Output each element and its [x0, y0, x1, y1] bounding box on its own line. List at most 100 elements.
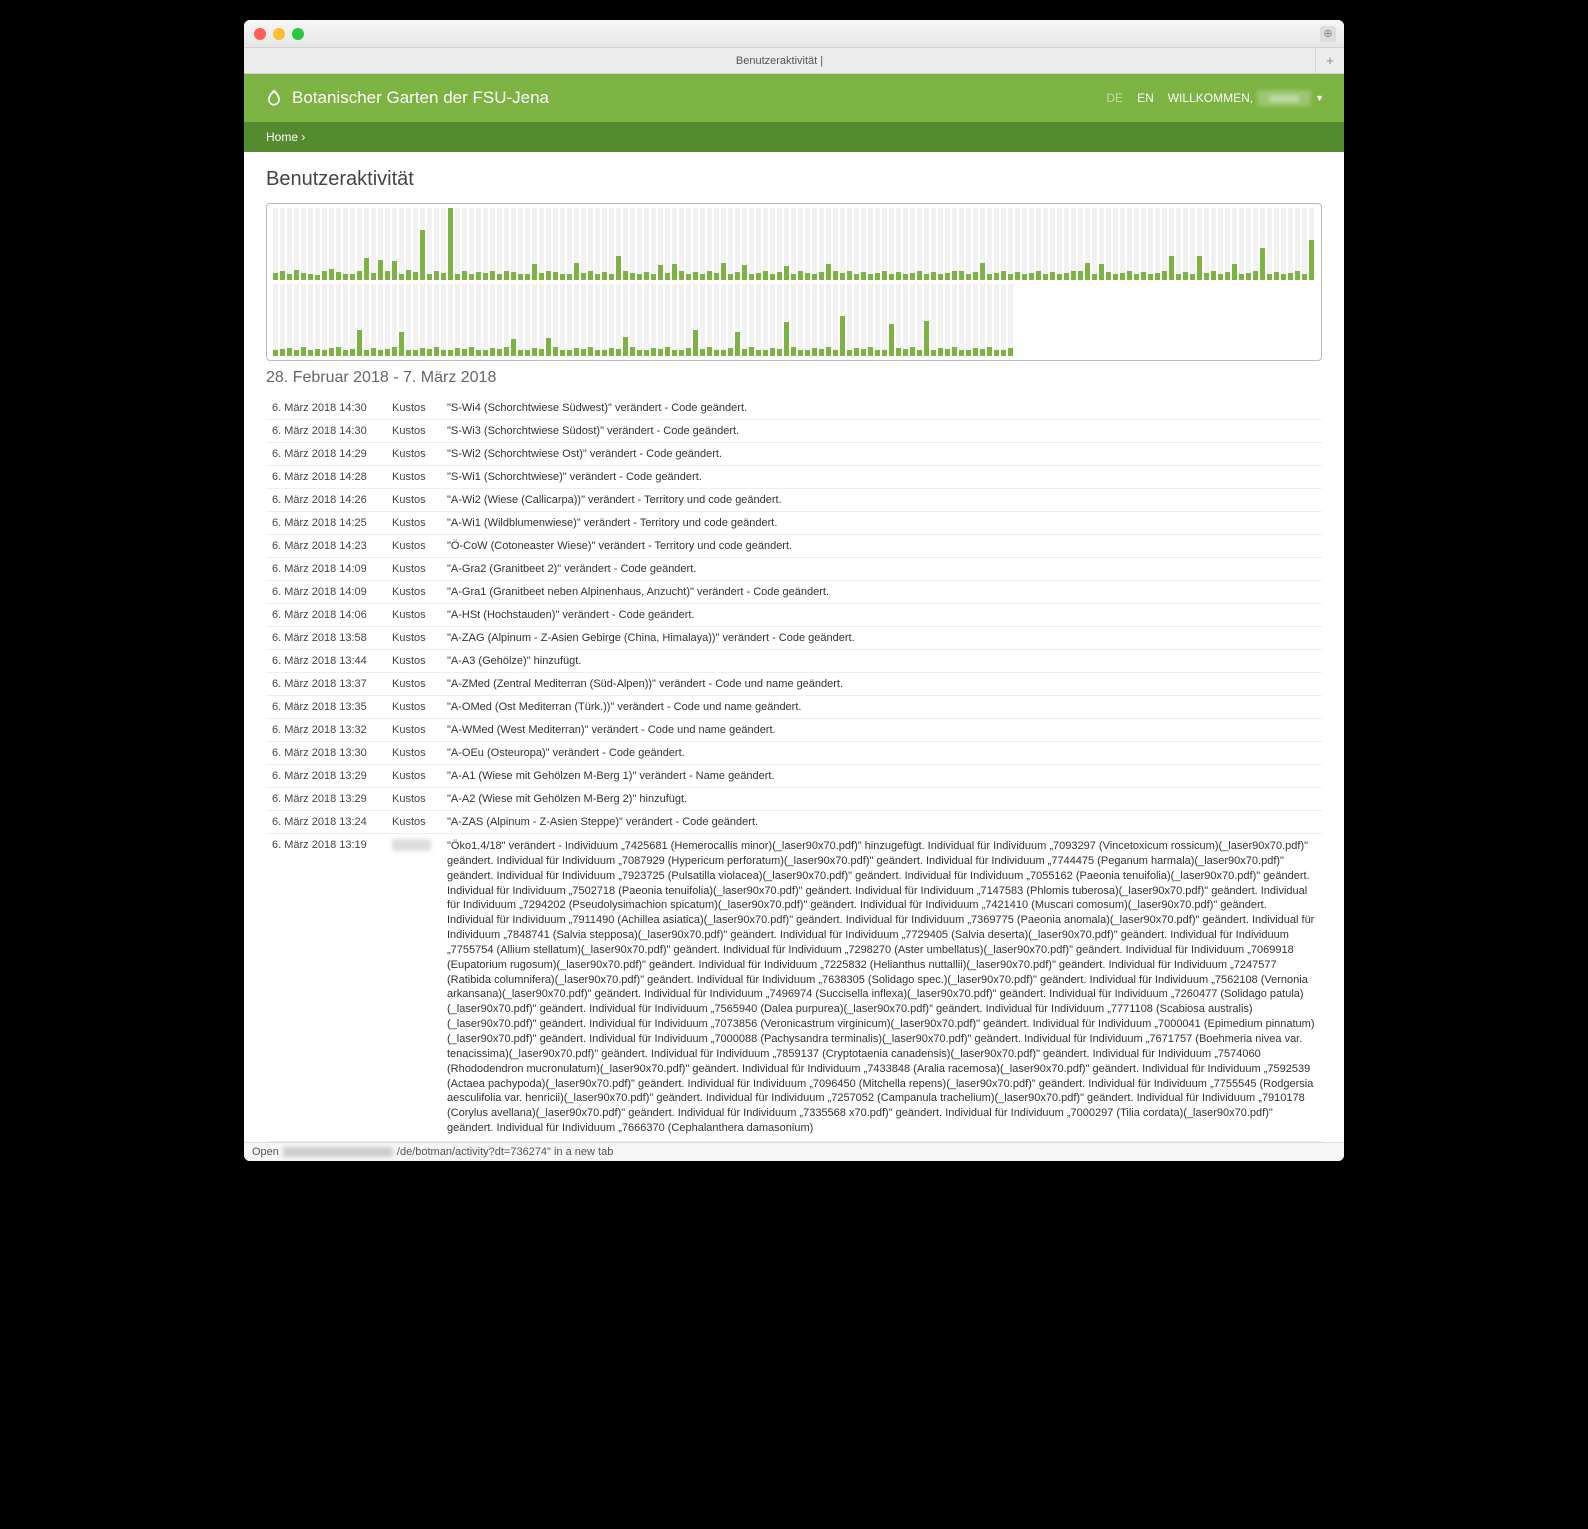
- chart-bar-slot[interactable]: [1015, 208, 1020, 280]
- chart-bar-slot[interactable]: [1099, 208, 1104, 280]
- chart-bar-slot[interactable]: [644, 284, 649, 356]
- chart-bar-slot[interactable]: [784, 284, 789, 356]
- chart-bar-slot[interactable]: [973, 284, 978, 356]
- chart-bar-slot[interactable]: [924, 284, 929, 356]
- chart-bar-slot[interactable]: [574, 284, 579, 356]
- chart-bar-slot[interactable]: [1225, 208, 1230, 280]
- chart-bar-slot[interactable]: [756, 208, 761, 280]
- chart-bar-slot[interactable]: [1232, 208, 1237, 280]
- chart-bar-slot[interactable]: [742, 284, 747, 356]
- chart-bar-slot[interactable]: [889, 208, 894, 280]
- chart-bar-slot[interactable]: [350, 208, 355, 280]
- chart-bar-slot[interactable]: [994, 208, 999, 280]
- chart-bar-slot[interactable]: [420, 208, 425, 280]
- chart-bar-slot[interactable]: [826, 284, 831, 356]
- chart-bar-slot[interactable]: [749, 284, 754, 356]
- chart-bar-slot[interactable]: [378, 284, 383, 356]
- chart-bar-slot[interactable]: [931, 208, 936, 280]
- chart-bar-slot[interactable]: [728, 284, 733, 356]
- chart-bar-slot[interactable]: [630, 208, 635, 280]
- chart-bar-slot[interactable]: [840, 208, 845, 280]
- chart-bar-slot[interactable]: [476, 208, 481, 280]
- chart-bar-slot[interactable]: [280, 208, 285, 280]
- chart-bar-slot[interactable]: [959, 284, 964, 356]
- chart-bar-slot[interactable]: [987, 208, 992, 280]
- chart-bar-slot[interactable]: [546, 284, 551, 356]
- chart-bar-slot[interactable]: [889, 284, 894, 356]
- chart-bar-slot[interactable]: [819, 284, 824, 356]
- chart-bar-slot[interactable]: [826, 208, 831, 280]
- lang-en-link[interactable]: EN: [1137, 91, 1154, 105]
- new-tab-button[interactable]: +: [1316, 53, 1344, 68]
- chart-bar-slot[interactable]: [637, 284, 642, 356]
- chart-bar-slot[interactable]: [364, 284, 369, 356]
- chart-bar-slot[interactable]: [350, 284, 355, 356]
- chart-bar-slot[interactable]: [707, 284, 712, 356]
- chart-bar-slot[interactable]: [336, 284, 341, 356]
- chart-bar-slot[interactable]: [315, 208, 320, 280]
- chart-bar-slot[interactable]: [1274, 208, 1279, 280]
- chart-bar-slot[interactable]: [490, 284, 495, 356]
- chart-bar-slot[interactable]: [819, 208, 824, 280]
- chart-bar-slot[interactable]: [602, 284, 607, 356]
- chart-bar-slot[interactable]: [980, 208, 985, 280]
- chart-bar-slot[interactable]: [707, 208, 712, 280]
- chart-bar-slot[interactable]: [294, 284, 299, 356]
- chart-bar-slot[interactable]: [658, 208, 663, 280]
- chart-bar-slot[interactable]: [938, 208, 943, 280]
- chart-bar-slot[interactable]: [952, 208, 957, 280]
- chart-bar-slot[interactable]: [966, 208, 971, 280]
- chart-bar-slot[interactable]: [910, 284, 915, 356]
- chart-bar-slot[interactable]: [1309, 208, 1314, 280]
- chart-bar-slot[interactable]: [385, 208, 390, 280]
- chart-bar-slot[interactable]: [763, 208, 768, 280]
- chart-bar-slot[interactable]: [539, 208, 544, 280]
- chart-bar-slot[interactable]: [511, 284, 516, 356]
- chart-bar-slot[interactable]: [357, 208, 362, 280]
- chart-bar-slot[interactable]: [392, 284, 397, 356]
- chart-bar-slot[interactable]: [532, 284, 537, 356]
- chart-bar-slot[interactable]: [476, 284, 481, 356]
- chart-bar-slot[interactable]: [273, 208, 278, 280]
- chart-bar-slot[interactable]: [483, 284, 488, 356]
- chart-bar-slot[interactable]: [434, 284, 439, 356]
- chart-bar-slot[interactable]: [1211, 208, 1216, 280]
- chart-bar-slot[interactable]: [1029, 208, 1034, 280]
- chart-bar-slot[interactable]: [938, 284, 943, 356]
- chart-bar-slot[interactable]: [616, 284, 621, 356]
- chart-bar-slot[interactable]: [665, 284, 670, 356]
- chart-bar-slot[interactable]: [427, 208, 432, 280]
- chart-bar-slot[interactable]: [651, 208, 656, 280]
- chart-bar-slot[interactable]: [287, 284, 292, 356]
- chart-bar-slot[interactable]: [497, 284, 502, 356]
- chart-bar-slot[interactable]: [329, 208, 334, 280]
- chart-bar-slot[interactable]: [280, 284, 285, 356]
- chart-bar-slot[interactable]: [469, 284, 474, 356]
- chart-bar-slot[interactable]: [553, 208, 558, 280]
- chart-bar-slot[interactable]: [560, 284, 565, 356]
- chart-bar-slot[interactable]: [721, 284, 726, 356]
- chart-bar-slot[interactable]: [1162, 208, 1167, 280]
- chart-bar-slot[interactable]: [861, 208, 866, 280]
- chart-bar-slot[interactable]: [1253, 208, 1258, 280]
- breadcrumb-home[interactable]: Home: [266, 130, 298, 144]
- chart-bar-slot[interactable]: [805, 284, 810, 356]
- chart-bar-slot[interactable]: [371, 284, 376, 356]
- browser-tab[interactable]: Benutzeraktivität |: [244, 48, 1316, 73]
- chart-bar-slot[interactable]: [329, 284, 334, 356]
- chart-bar-slot[interactable]: [917, 208, 922, 280]
- chart-bar-slot[interactable]: [791, 284, 796, 356]
- chart-bar-slot[interactable]: [455, 208, 460, 280]
- chart-bar-slot[interactable]: [1218, 208, 1223, 280]
- chart-bar-slot[interactable]: [847, 284, 852, 356]
- chart-bar-slot[interactable]: [882, 208, 887, 280]
- chart-bar-slot[interactable]: [602, 208, 607, 280]
- chart-bar-slot[interactable]: [812, 284, 817, 356]
- chart-bar-slot[interactable]: [1001, 208, 1006, 280]
- chart-bar-slot[interactable]: [714, 208, 719, 280]
- chart-bar-slot[interactable]: [686, 284, 691, 356]
- minimize-window-button[interactable]: [273, 28, 285, 40]
- chart-bar-slot[interactable]: [1092, 208, 1097, 280]
- chart-bar-slot[interactable]: [721, 208, 726, 280]
- chart-bar-slot[interactable]: [448, 284, 453, 356]
